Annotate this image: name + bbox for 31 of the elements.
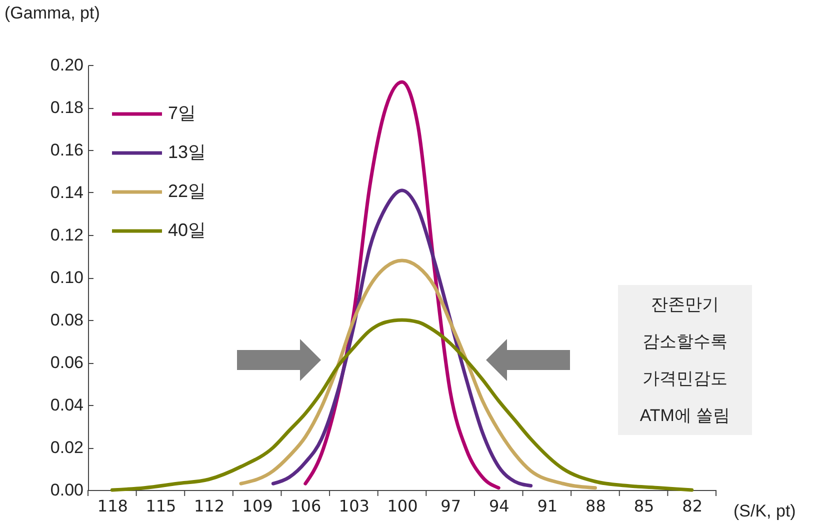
y-tick-label: 0.00	[50, 480, 84, 500]
x-tick-label: 82	[682, 496, 703, 516]
legend-label: 40일	[168, 220, 206, 240]
x-tick-label: 97	[440, 496, 461, 516]
x-tick-label: 115	[146, 496, 176, 516]
x-tick-label: 106	[290, 496, 322, 516]
legend-label: 7일	[168, 103, 196, 123]
y-tick-label: 0.08	[50, 310, 84, 330]
legend-label: 22일	[168, 181, 206, 201]
x-tick-label: 91	[537, 496, 558, 516]
x-tick-label: 112	[194, 496, 225, 516]
y-tick-label: 0.02	[50, 438, 84, 457]
y-tick-label: 0.14	[50, 183, 84, 202]
x-axis-title: (S/K, pt)	[734, 502, 796, 520]
x-tick-label: 85	[634, 496, 654, 516]
x-tick-label: 94	[488, 496, 510, 516]
x-tick-label: 100	[387, 496, 418, 516]
y-tick-label: 0.06	[50, 353, 84, 372]
y-tick-label: 0.20	[50, 56, 84, 74]
y-axis-title: (Gamma, pt)	[4, 4, 100, 22]
y-tick-label: 0.10	[50, 268, 84, 287]
annotation: 잔존만기 감소할수록 가격민감도 ATM에 쏠림	[618, 285, 752, 435]
x-tick-label: 88	[586, 496, 606, 516]
y-tick-label: 0.04	[50, 396, 84, 414]
x-tick-label: 103	[338, 496, 370, 516]
x-tick-label: 109	[242, 496, 273, 516]
y-tick-label: 0.18	[50, 98, 84, 117]
y-tick-label: 0.12	[50, 226, 84, 244]
x-tick-label: 118	[97, 496, 128, 516]
legend-label: 13일	[168, 142, 206, 162]
y-tick-label: 0.16	[50, 140, 84, 160]
